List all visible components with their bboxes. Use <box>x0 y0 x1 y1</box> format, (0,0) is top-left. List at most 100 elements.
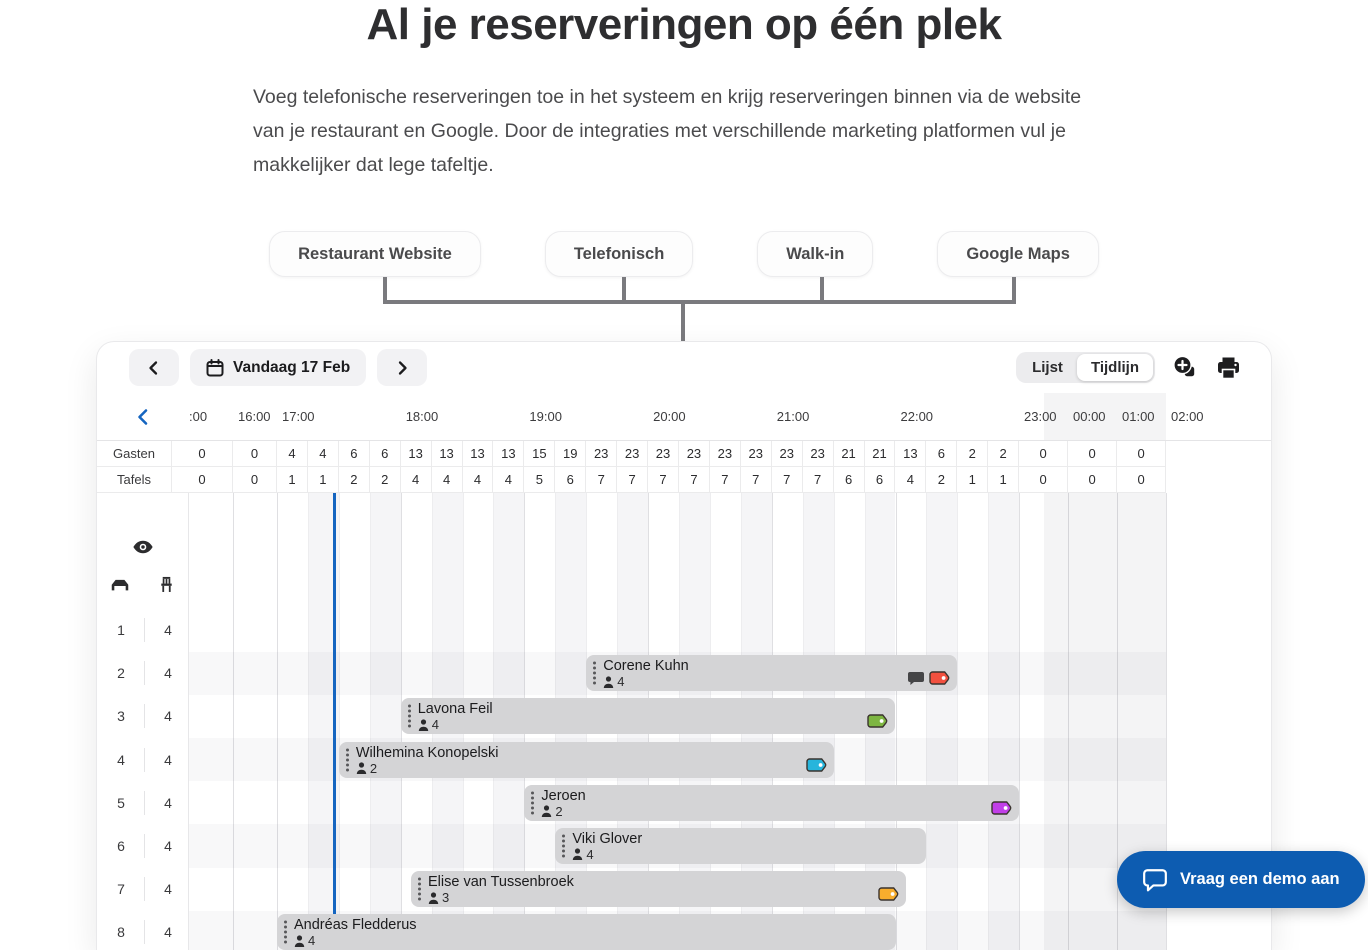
eye-icon[interactable] <box>132 539 154 555</box>
grid-hour-line <box>895 493 897 950</box>
tag-icon <box>878 887 899 901</box>
chat-demo-label: Vraag een demo aan <box>1180 870 1340 888</box>
chevron-right-icon <box>399 360 407 375</box>
stats-cell: 0 <box>1117 467 1167 493</box>
stats-cell: 7 <box>740 467 772 493</box>
stats-cell: 1 <box>277 467 308 493</box>
closed-hours-shading <box>1043 393 1166 440</box>
time-label: 21:00 <box>776 409 810 424</box>
stats-cell: 13 <box>462 441 494 467</box>
stats-cell: 13 <box>895 441 927 467</box>
reservation-guest-name: Jeroen <box>541 787 586 804</box>
stats-cell: 23 <box>771 441 803 467</box>
stats-cell: 0 <box>172 441 233 467</box>
tag-icon <box>867 714 888 728</box>
reservation-bar[interactable]: Lavona Feil 4 <box>400 698 896 735</box>
stats-cell: 0 <box>1019 441 1069 467</box>
print-button[interactable] <box>1216 356 1241 380</box>
table-seats: 4 <box>164 751 172 768</box>
connector-stub <box>1012 277 1016 301</box>
time-label: 22:00 <box>900 409 934 424</box>
view-toggle-lijst[interactable]: Lijst <box>1018 354 1077 381</box>
stats-cell: 13 <box>400 441 432 467</box>
person-icon <box>542 805 552 818</box>
chat-icon <box>908 671 925 685</box>
connector-stub <box>820 277 824 301</box>
tag-icon <box>991 800 1012 815</box>
column-divider <box>144 704 145 729</box>
current-time-line <box>332 493 336 950</box>
stats-cell: 4 <box>493 467 525 493</box>
add-reservation-button[interactable] <box>1172 355 1199 381</box>
date-picker-button[interactable]: Vandaag 17 Feb <box>190 349 367 386</box>
stats-cell: 4 <box>462 467 494 493</box>
table-number: 7 <box>117 881 125 898</box>
stats-cell: 7 <box>617 467 649 493</box>
reservation-bar[interactable]: Viki Glover 4 <box>555 827 927 864</box>
stats-cell: 7 <box>586 467 618 493</box>
stats-row-label: Tafels <box>97 467 172 493</box>
table-seats: 4 <box>164 924 172 941</box>
stats-cell: 23 <box>617 441 649 467</box>
source-chip-walk-in[interactable]: Walk-in <box>757 231 874 277</box>
stats-cell: 2 <box>957 441 989 467</box>
time-label: 20:00 <box>653 409 686 424</box>
grid-quarter-line <box>957 493 959 950</box>
toolbar-right-group: Lijst Tijdlijn <box>1016 352 1241 383</box>
reservation-guest-count: 4 <box>603 674 624 689</box>
stats-cell: 6 <box>369 441 401 467</box>
collapse-panel-icon[interactable] <box>135 408 151 426</box>
tag-icon <box>805 757 826 772</box>
table-number: 6 <box>117 837 125 854</box>
time-header-panel <box>97 393 189 440</box>
timeline-grid: Corene Kuhn 4 Lavona Feil 4 Wilhemina Konope… <box>189 493 1271 950</box>
time-label: 19:00 <box>529 409 562 424</box>
reservation-bar[interactable]: Andréas Fledderus 4 <box>277 914 896 950</box>
stats-cell: 0 <box>233 467 277 493</box>
current-date-label: Vandaag 17 Feb <box>233 358 351 376</box>
reservation-bar[interactable]: Elise van Tussenbroek 3 <box>411 871 906 908</box>
table-icon <box>111 579 129 591</box>
stats-cell: 23 <box>802 441 834 467</box>
source-chip-google-maps[interactable]: Google Maps <box>937 231 1099 277</box>
connector-center-stub <box>681 304 685 341</box>
next-day-button[interactable] <box>377 349 428 386</box>
reservation-sources: Restaurant Website Telefonisch Walk-in Goog… <box>0 231 1368 277</box>
reservation-bar[interactable]: Jeroen 2 <box>524 784 1020 821</box>
grid-hour-line <box>1068 493 1069 950</box>
source-chip-restaurant-website[interactable]: Restaurant Website <box>269 231 481 277</box>
drag-handle-icon <box>345 758 349 761</box>
stats-cell: 4 <box>431 467 463 493</box>
reservation-icons <box>878 886 899 902</box>
reservation-bar[interactable]: Corene Kuhn 4 <box>586 655 958 692</box>
occupancy-stats: Gasten 0 0 4 4 6 6 13 13 13 13 15 19 23 23 23 23 23 23 23 23… <box>97 441 1271 493</box>
reservation-guest-count: 4 <box>572 847 594 862</box>
guest-count-value: 3 <box>442 890 450 906</box>
time-label: 01:00 <box>1122 409 1155 424</box>
prev-day-button[interactable] <box>129 349 179 386</box>
table-seats: 4 <box>164 621 172 638</box>
column-divider <box>144 617 145 642</box>
time-label: 18:00 <box>405 409 439 424</box>
time-label: 17:00 <box>282 409 315 424</box>
reservation-bar[interactable]: Wilhemina Konopelski 2 <box>338 741 834 778</box>
view-toggle-tijdlijn[interactable]: Tijdlijn <box>1076 354 1153 381</box>
chat-demo-button[interactable]: Vraag een demo aan <box>1117 851 1365 908</box>
source-chip-telefonisch[interactable]: Telefonisch <box>544 231 694 277</box>
page-title: Al je reserveringen op één plek <box>366 0 1002 49</box>
stats-cell: 0 <box>172 467 233 493</box>
view-toggle: Lijst Tijdlijn <box>1016 352 1155 383</box>
stats-cell: 23 <box>740 441 772 467</box>
tag-icon <box>929 671 950 685</box>
stats-cell: 23 <box>709 441 741 467</box>
grid-quarter-line <box>338 493 340 950</box>
stats-cell: 23 <box>648 441 679 467</box>
connector-horizontal <box>383 300 1016 304</box>
chat-bubble-icon <box>1143 868 1167 891</box>
